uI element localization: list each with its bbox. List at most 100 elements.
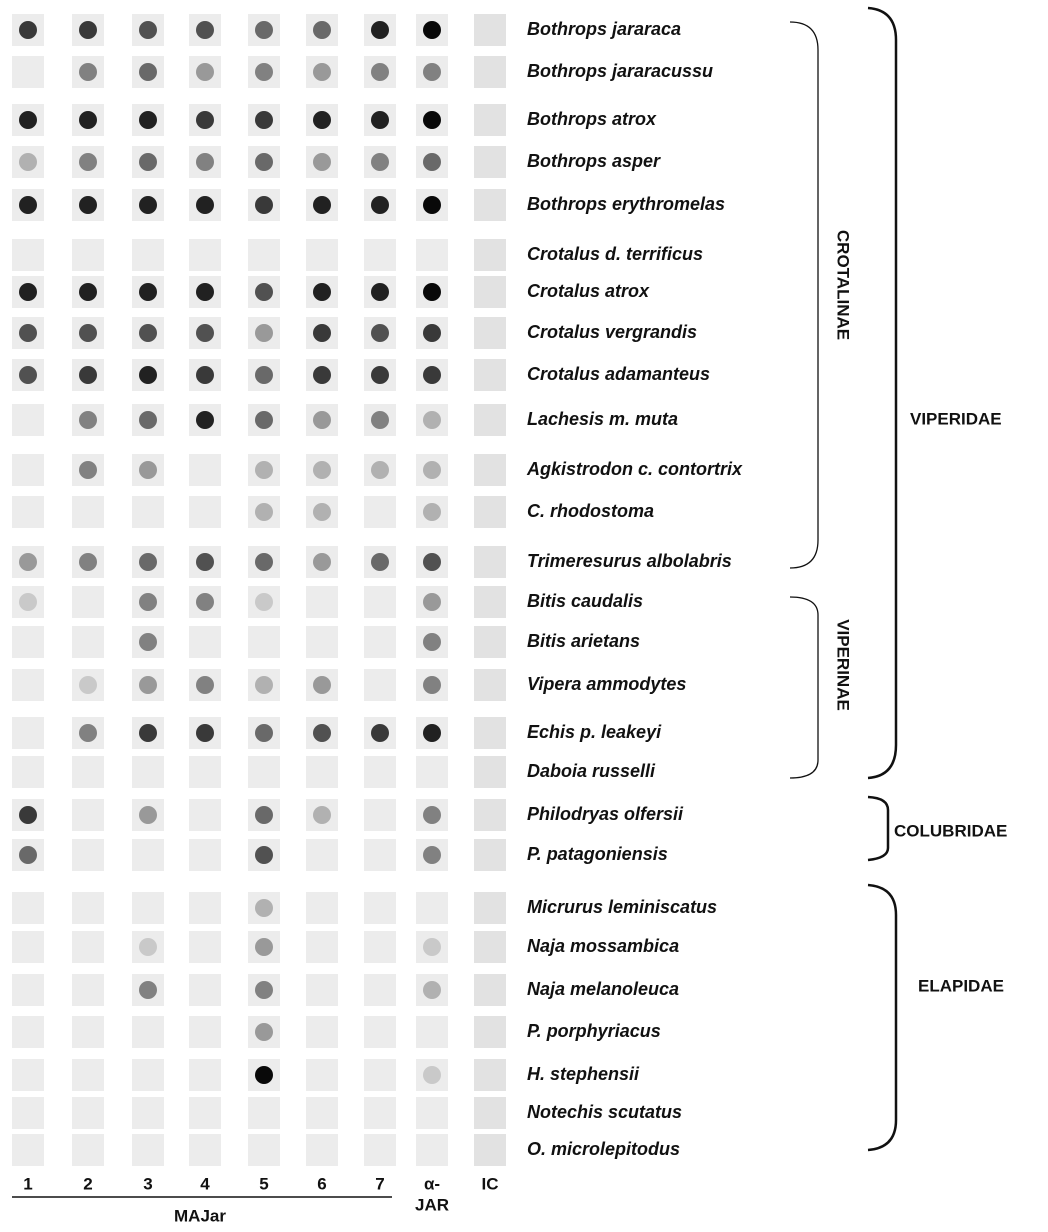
blot-cell <box>474 892 506 924</box>
species-label: Vipera ammodytes <box>527 674 686 694</box>
blot-cell <box>474 359 506 391</box>
blot-cell <box>72 1016 104 1048</box>
blot-dot <box>196 593 214 611</box>
blot-cell <box>12 1097 44 1129</box>
species-label: Notechis scutatus <box>527 1102 682 1122</box>
family-label: ELAPIDAE <box>918 976 1004 995</box>
species-label: Crotalus atrox <box>527 281 650 301</box>
blot-cell <box>474 14 506 46</box>
blot-cell <box>306 586 338 618</box>
blot-cell <box>12 974 44 1006</box>
blot-dot <box>371 724 389 742</box>
figure: MAJar CROTALINAE VIPERINAE VIPERIDAE COL… <box>0 0 1048 1227</box>
blot-cell <box>474 1134 506 1166</box>
blot-dot <box>313 411 331 429</box>
crotalinae-bracket <box>790 22 818 568</box>
blot-cell <box>12 496 44 528</box>
blot-dot <box>19 153 37 171</box>
blot-dot <box>313 724 331 742</box>
species-label: O. microlepitodus <box>527 1139 680 1159</box>
blot-dot <box>255 196 273 214</box>
blot-cell <box>72 974 104 1006</box>
blot-cell <box>72 931 104 963</box>
species-label: Micrurus leminiscatus <box>527 897 717 917</box>
blot-dot <box>423 503 441 521</box>
family-label: VIPERIDAE <box>910 409 1002 428</box>
blot-dot <box>255 899 273 917</box>
blot-dot <box>139 63 157 81</box>
blot-dot <box>423 196 441 214</box>
blot-dot <box>313 366 331 384</box>
blot-dot <box>423 411 441 429</box>
blot-dot <box>255 1023 273 1041</box>
blot-dot <box>371 461 389 479</box>
blot-cell <box>12 756 44 788</box>
blot-cell <box>306 931 338 963</box>
blot-dot <box>255 981 273 999</box>
blot-dot <box>423 633 441 651</box>
blot-cell <box>132 1097 164 1129</box>
blot-dot <box>423 461 441 479</box>
species-label: Bothrops erythromelas <box>527 194 725 214</box>
blot-dot <box>371 366 389 384</box>
blot-cell <box>12 626 44 658</box>
blot-cell <box>12 454 44 486</box>
blot-dot <box>79 411 97 429</box>
blot-dot <box>423 366 441 384</box>
blot-dot <box>139 633 157 651</box>
blot-cell <box>189 496 221 528</box>
blot-cell <box>12 892 44 924</box>
blot-cell <box>474 104 506 136</box>
blot-dot <box>139 981 157 999</box>
blot-dot <box>196 21 214 39</box>
blot-dot <box>19 283 37 301</box>
blot-cell <box>306 1016 338 1048</box>
blot-cell <box>474 931 506 963</box>
blot-cell <box>12 717 44 749</box>
blot-cell <box>72 799 104 831</box>
blot-cell <box>474 146 506 178</box>
blot-cell <box>72 839 104 871</box>
blot-cell <box>474 974 506 1006</box>
column-label: 2 <box>83 1174 92 1193</box>
blot-cell <box>132 496 164 528</box>
blot-cell <box>132 756 164 788</box>
blot-dot <box>255 411 273 429</box>
blot-cell <box>248 1134 280 1166</box>
species-label: P. porphyriacus <box>527 1021 661 1041</box>
species-label: H. stephensii <box>527 1064 640 1084</box>
blot-cell <box>474 239 506 271</box>
blot-cell <box>132 239 164 271</box>
blot-cell <box>72 892 104 924</box>
blot-dot <box>79 63 97 81</box>
blot-cell <box>189 839 221 871</box>
blot-cell <box>474 839 506 871</box>
column-label: 4 <box>200 1174 210 1193</box>
blot-dot <box>313 196 331 214</box>
blot-dot <box>313 503 331 521</box>
blot-cell <box>248 756 280 788</box>
blot-dot <box>196 153 214 171</box>
subfamily-label: CROTALINAE <box>834 230 853 340</box>
species-label: Daboia russelli <box>527 761 656 781</box>
blot-cell <box>306 892 338 924</box>
blot-cell <box>12 239 44 271</box>
blot-cell <box>306 239 338 271</box>
blot-cell <box>474 756 506 788</box>
blot-dot <box>313 63 331 81</box>
column-label: α- <box>424 1174 440 1193</box>
blot-cell <box>306 1059 338 1091</box>
blot-dot <box>423 724 441 742</box>
species-label: Lachesis m. muta <box>527 409 678 429</box>
blot-dot <box>196 676 214 694</box>
blot-dot <box>139 283 157 301</box>
blot-dot <box>139 411 157 429</box>
blot-cell <box>189 454 221 486</box>
blot-cell <box>474 496 506 528</box>
blot-dot <box>79 324 97 342</box>
blot-dot <box>196 111 214 129</box>
blot-cell <box>189 931 221 963</box>
blot-cell <box>12 56 44 88</box>
blot-cell <box>474 454 506 486</box>
blot-cell <box>364 626 396 658</box>
